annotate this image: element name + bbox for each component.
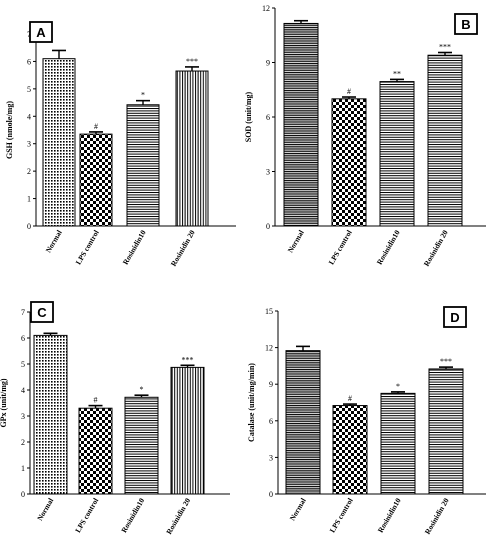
category-label: LPS control	[327, 229, 354, 267]
bar-rosinidin-20	[170, 366, 205, 495]
significance-mark: *	[140, 385, 144, 394]
y-tick-label: 3	[21, 412, 25, 421]
bar-normal	[283, 22, 319, 227]
y-axis-label: Catalase (unit/mg/min)	[247, 363, 256, 442]
y-axis-label: GPx (unit/mg)	[0, 378, 8, 427]
y-tick-label: 6	[266, 113, 270, 122]
significance-mark: #	[347, 87, 351, 96]
significance-mark: ***	[440, 357, 452, 366]
bar-rosinidin-20	[175, 70, 209, 227]
y-tick-label: 2	[27, 167, 31, 176]
category-label: Rosinidin10	[375, 228, 402, 266]
bar-rosinidin10	[379, 81, 415, 227]
y-tick-label: 7	[27, 30, 31, 39]
panel-letter: A	[36, 25, 46, 40]
panel-letter: B	[461, 17, 470, 32]
category-label: LPS control	[328, 497, 355, 535]
significance-mark: ***	[186, 57, 198, 66]
category-label: Normal	[288, 497, 308, 523]
bar-rosinidin10	[380, 392, 416, 495]
significance-mark: #	[94, 396, 98, 405]
y-axis-label: SOD (unit/mg)	[244, 91, 253, 142]
bar-lps-control	[331, 98, 367, 227]
bar-rosinidin10	[126, 104, 160, 227]
panel-c-chart: 0 1 2 3 4 5 6 7 GPx (unit/mg) Normal # LPS control *…	[0, 301, 230, 536]
bar-normal	[285, 350, 321, 495]
panel-letter-box	[30, 301, 54, 323]
category-label: LPS control	[74, 229, 101, 267]
bar-rosinidin-20	[428, 368, 464, 495]
significance-mark: #	[348, 394, 352, 403]
panel-letter-box	[454, 13, 478, 35]
panel-d-chart: 0 3 6 9 12 15 Catalase (unit/mg/min) Normal # LPS…	[247, 306, 486, 536]
y-tick-label: 6	[27, 57, 31, 66]
bar-rosinidin-20	[427, 54, 463, 227]
y-tick-label: 9	[269, 380, 273, 389]
panel-a-chart: 0 1 2 3 4 5 6 7 GSH (nmole/mg) Normal # LPS control…	[5, 21, 236, 268]
y-tick-label: 0	[269, 490, 273, 499]
y-tick-label: 3	[27, 140, 31, 149]
category-label: Rosinidin10	[121, 228, 148, 266]
category-label: Rosinidin 20	[423, 496, 451, 536]
significance-mark: ***	[439, 43, 451, 52]
y-tick-label: 1	[21, 464, 25, 473]
panel-b-chart: 0 3 6 9 12 SOD (unit/mg) Normal # LPS control ** R…	[244, 4, 486, 268]
y-tick-label: 0	[21, 490, 25, 499]
category-label: Normal	[44, 229, 64, 255]
y-tick-label: 5	[27, 85, 31, 94]
panel-letter: C	[37, 305, 47, 320]
significance-mark: **	[393, 69, 401, 78]
y-axis-label: GSH (nmole/mg)	[5, 101, 14, 159]
y-tick-label: 6	[269, 417, 273, 426]
y-tick-label: 7	[21, 308, 25, 317]
panel-letter-box	[443, 306, 467, 328]
bar-lps-control	[332, 405, 368, 495]
y-tick-label: 9	[266, 59, 270, 68]
significance-mark: *	[396, 382, 400, 391]
bar-lps-control	[78, 407, 113, 495]
category-label: Normal	[35, 497, 55, 523]
y-tick-label: 0	[266, 222, 270, 231]
y-tick-label: 1	[27, 195, 31, 204]
y-tick-label: 0	[27, 222, 31, 231]
panel-letter-box	[29, 21, 53, 43]
y-tick-label: 4	[27, 112, 31, 121]
panel-letter: D	[450, 310, 459, 325]
y-tick-label: 12	[262, 4, 270, 13]
y-tick-label: 4	[21, 386, 25, 395]
category-label: Normal	[286, 229, 306, 255]
category-label: Rosinidin 20	[169, 228, 197, 268]
significance-mark: #	[94, 122, 98, 131]
y-tick-label: 3	[269, 453, 273, 462]
bar-rosinidin10	[124, 396, 159, 495]
y-tick-label: 15	[265, 307, 273, 316]
bar-lps-control	[79, 133, 113, 227]
bar-normal	[42, 58, 76, 227]
y-tick-label: 3	[266, 168, 270, 177]
category-label: LPS control	[73, 497, 100, 535]
significance-mark: *	[141, 91, 145, 100]
y-tick-label: 2	[21, 438, 25, 447]
category-label: Rosinidin 20	[164, 496, 192, 536]
bar-normal	[33, 334, 68, 495]
category-label: Rosinidin10	[376, 496, 403, 534]
y-tick-label: 5	[21, 360, 25, 369]
category-label: Rosinidin 20	[422, 228, 450, 268]
category-label: Rosinidin10	[119, 496, 146, 534]
y-tick-label: 12	[265, 344, 273, 353]
significance-mark: ***	[182, 355, 194, 364]
y-tick-label: 6	[21, 334, 25, 343]
